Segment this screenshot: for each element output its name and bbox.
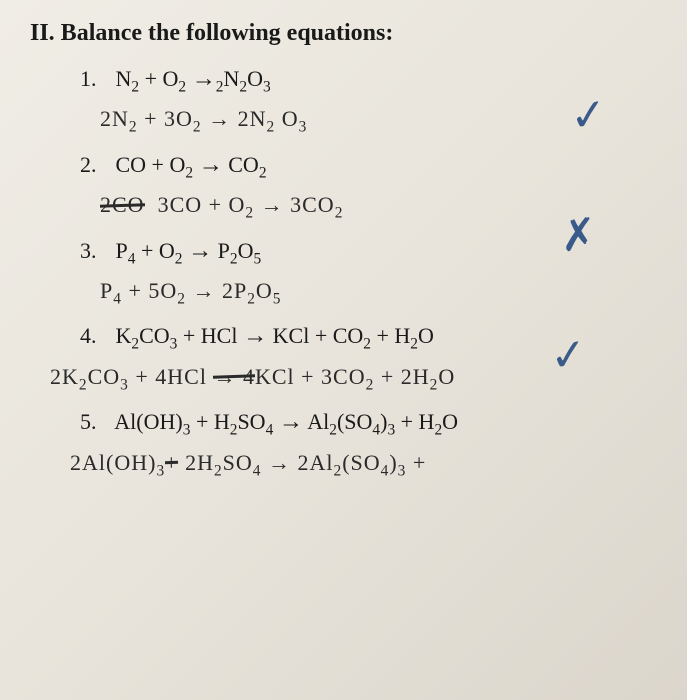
equation-text: N2 + O2 →2N2O3: [116, 66, 271, 91]
grading-check-icon: ✓: [568, 88, 609, 142]
printed-equation: 2. CO + O2 → CO2: [80, 151, 657, 182]
handwritten-answer: P4 + 5O2 → 2P2O5: [100, 278, 657, 308]
equation-text: Al(OH)3 + H2SO4 → Al2(SO4)3 + H2O: [114, 409, 458, 434]
problem-1: 1. N2 + O2 →2N2O3 2N2 + 3O2 → 2N2 O3: [30, 65, 657, 137]
handwritten-answer: 2Al(OH)3+ 2H2SO4 → 2Al2(SO4)3 +: [70, 450, 657, 480]
equation-text: K2CO3 + HCl → KCl + CO2 + H2O: [116, 323, 434, 348]
problem-number: 2.: [80, 152, 110, 178]
printed-equation: 5. Al(OH)3 + H2SO4 → Al2(SO4)3 + H2O: [80, 408, 657, 439]
problem-5: 5. Al(OH)3 + H2SO4 → Al2(SO4)3 + H2O 2Al…: [30, 408, 657, 480]
grading-check-icon: ✓: [548, 328, 589, 382]
problem-number: 3.: [80, 238, 110, 264]
crossed-out: 2CO: [100, 192, 145, 218]
grading-x-icon: ✗: [558, 208, 599, 262]
section-header: II. Balance the following equations:: [30, 20, 657, 47]
problem-number: 4.: [80, 323, 110, 349]
problem-number: 1.: [80, 66, 110, 92]
equation-text: P4 + O2 → P2O5: [116, 238, 262, 263]
problem-number: 5.: [80, 409, 110, 435]
equation-text: CO + O2 → CO2: [116, 152, 267, 177]
